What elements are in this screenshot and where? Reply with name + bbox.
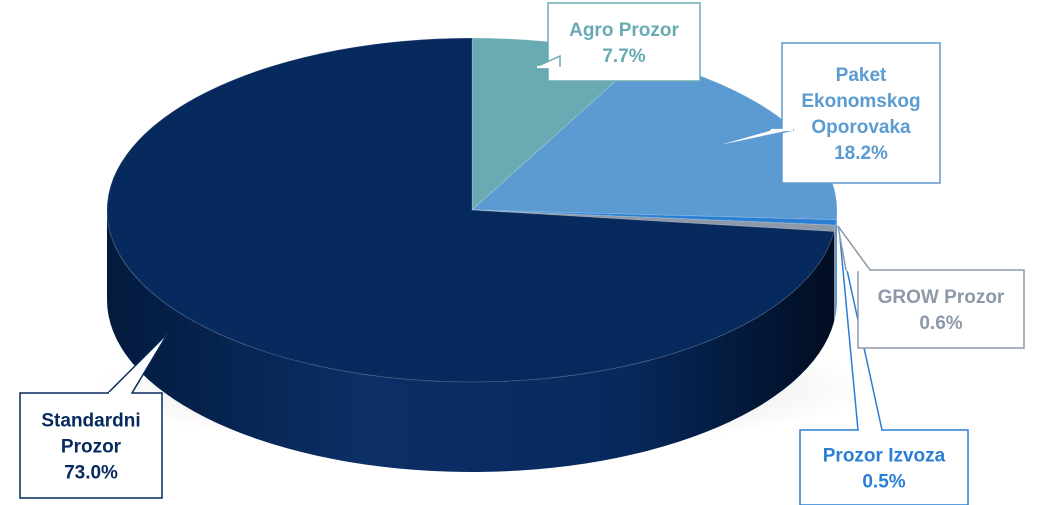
callout-box (781, 42, 941, 184)
pie-slices (106, 37, 838, 383)
callout-label: Prozor (61, 437, 122, 458)
pie-side-grow-prozor (834, 225, 836, 322)
callout-pointer (837, 225, 871, 271)
callout-label: GROW Prozor (878, 287, 1005, 308)
callout-agro-prozor: Agro Prozor 7.7% (535, 2, 701, 82)
callout-label: Oporovaka (811, 117, 911, 138)
pie-callouts: Agro Prozor 7.7% Paket Ekonomskog Oporovaka 1… (19, 2, 1025, 505)
callout-box (799, 429, 969, 505)
callout-value: 7.7% (602, 46, 645, 67)
callout-value: 18.2% (834, 143, 888, 164)
callout-value: 0.6% (919, 313, 962, 334)
pie-side-paket-ekonomskog-oporovaka (836, 210, 837, 310)
callout-grow-prozor: GROW Prozor 0.6% (837, 225, 1025, 349)
callout-box (857, 269, 1025, 349)
pie-side-prozor-izvoza (835, 219, 837, 316)
callout-paket-ekonomskog-oporovaka: Paket Ekonomskog Oporovaka 18.2% (699, 42, 941, 184)
callout-label: Prozor Izvoza (823, 446, 946, 467)
callout-label: Ekonomskog (801, 91, 920, 112)
callout-label: Agro Prozor (569, 20, 679, 41)
pie-sides (107, 210, 837, 473)
callout-box (19, 392, 163, 499)
callout-value: 0.5% (862, 472, 905, 493)
callout-pointer (535, 54, 561, 68)
callout-label: Paket (836, 65, 887, 86)
callout-box (547, 2, 701, 82)
callout-pointer (107, 332, 169, 394)
callout-label: Standardni (41, 411, 140, 432)
pie-slice-grow-prozor (471, 209, 837, 233)
callout-pointer (699, 129, 795, 151)
pie-slice-prozor-izvoza (471, 209, 837, 226)
pie-side-standardni-prozor (107, 210, 835, 473)
callout-value: 73.0% (64, 463, 118, 484)
callout-standardni-prozor: Standardni Prozor 73.0% (19, 332, 169, 499)
pie-slice-standardni-prozor (106, 37, 835, 383)
